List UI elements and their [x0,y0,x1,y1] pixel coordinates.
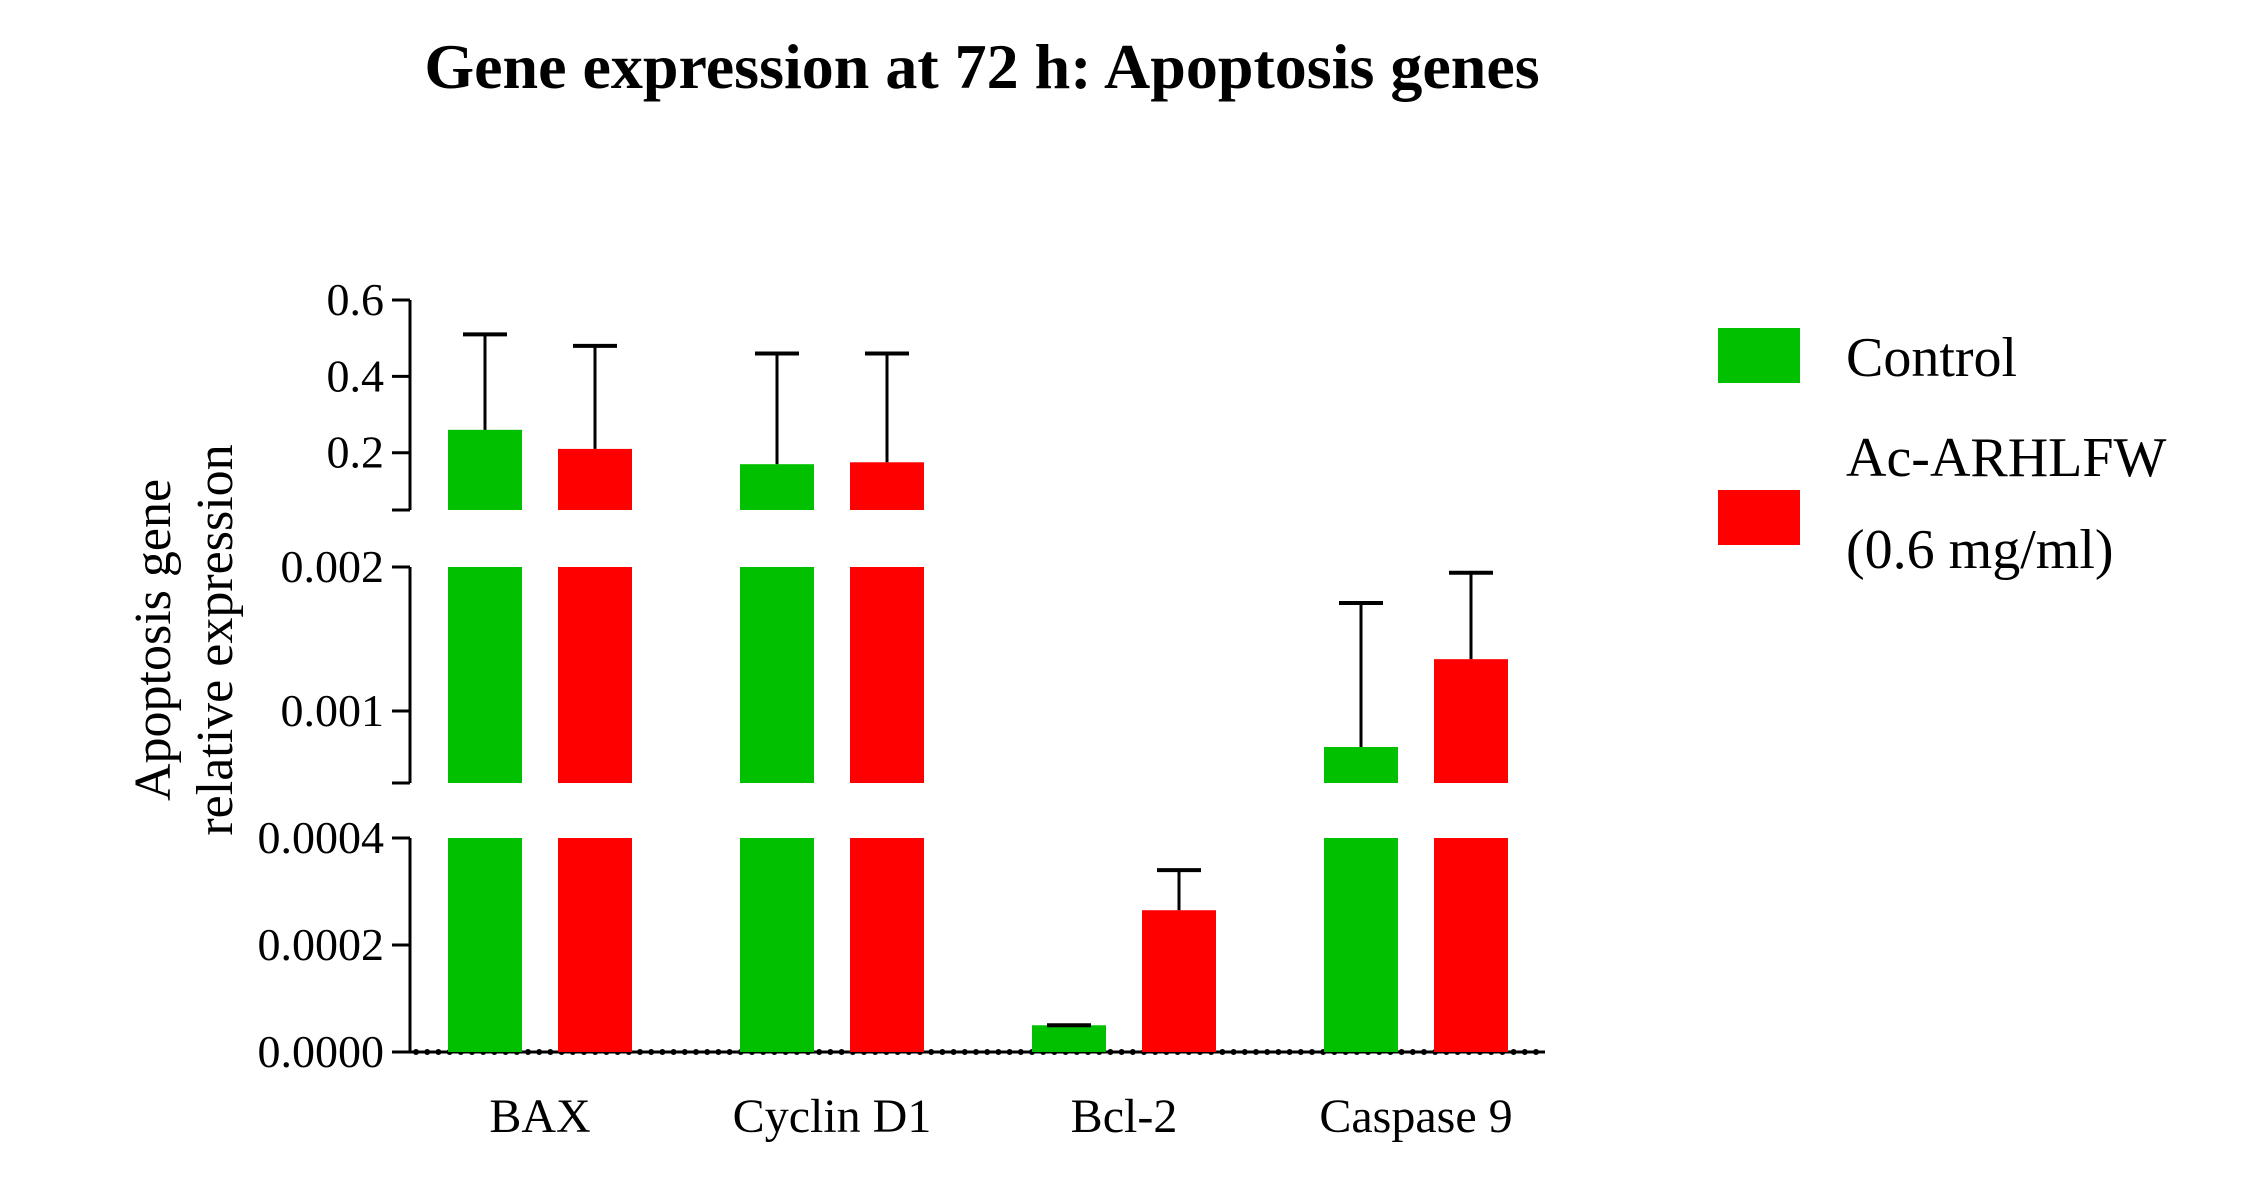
y-axis-label-line: Apoptosis gene [125,479,182,801]
x-axis-dot [1297,1049,1304,1055]
x-axis-dot [726,1049,733,1055]
bar-caspase-9-treatment [1434,838,1508,1052]
y-tick-label: 0.6 [327,274,385,325]
x-axis-dot [827,1049,834,1055]
x-axis-dot [413,1049,419,1055]
bar-bax-treatment [558,448,632,510]
y-tick-label: 0.001 [281,685,385,736]
bar-cyclin-d1-treatment [850,462,924,510]
x-axis-dot [1230,1049,1237,1055]
y-tick-label: 0.4 [327,350,385,401]
bar-cyclin-d1-control [740,464,814,510]
bar-cyclin-d1-treatment [850,838,924,1052]
x-axis-dot [961,1049,968,1055]
x-axis-dot [1521,1049,1528,1055]
x-axis-dot [1409,1049,1416,1055]
x-axis-dot [1421,1049,1427,1055]
x-axis-dot [424,1049,431,1055]
y-axis-label: Apoptosis generelative expression [125,444,244,835]
chart-title: Gene expression at 72 h: Apoptosis genes [424,31,1539,102]
x-axis-dot [973,1049,979,1055]
x-axis-dot [648,1049,655,1055]
x-axis-dot [536,1049,543,1055]
bar-cyclin-d1-control [740,567,814,783]
x-axis-dot [525,1049,531,1055]
y-axis-label-line: relative expression [187,444,244,835]
x-axis-dot [547,1049,554,1055]
bar-bax-control [448,429,522,510]
y-tick-label: 0.2 [327,427,385,478]
legend-label-line: Ac-ARHLFW [1846,427,2167,489]
legend-label-line: (0.6 mg/ml) [1846,519,2114,581]
y-tick-label: 0.0002 [258,919,385,970]
x-axis-dot [693,1049,699,1055]
bar-bax-control [448,567,522,783]
legend-label: Ac-ARHLFW (0.6 mg/ml) [1846,427,2167,581]
y-tick-label: 0.0004 [258,812,385,863]
x-axis-dot [1286,1049,1293,1055]
x-axis-dot [1309,1049,1315,1055]
x-axis-dot [1107,1049,1114,1055]
x-axis-dot [1398,1049,1405,1055]
x-axis-dot [1275,1049,1282,1055]
bar-cyclin-d1-control [740,838,814,1052]
x-tick-label: BAX [489,1090,590,1143]
x-axis-dot [435,1049,442,1055]
bar-bax-treatment [558,838,632,1052]
y-tick-label: 0.002 [281,541,385,592]
x-axis-dot [838,1049,845,1055]
x-tick-label: Bcl-2 [1071,1090,1178,1143]
bar-bcl-2-treatment [1142,910,1216,1052]
x-axis-dot [1006,1049,1013,1055]
x-axis-dot [816,1049,823,1055]
x-axis-dot [1219,1049,1226,1055]
legend-label: Control [1846,327,2017,389]
x-axis-dot [1264,1049,1271,1055]
x-axis-dot [1533,1049,1539,1055]
legend-label-line: Control [1846,327,2017,389]
x-axis-dot [1241,1049,1248,1055]
legend-swatch [1718,328,1800,383]
bar-caspase-9-treatment [1434,659,1508,783]
x-axis-dot [939,1049,946,1055]
x-axis-dot [1017,1049,1024,1055]
x-axis-dot [984,1049,991,1055]
x-axis-dot [1118,1049,1125,1055]
x-axis-dot [704,1049,711,1055]
x-axis-dot [950,1049,957,1055]
x-axis-dot [659,1049,666,1055]
x-axis-dot [1510,1049,1517,1055]
bar-bax-control [448,838,522,1052]
bar-cyclin-d1-treatment [850,567,924,783]
y-tick-label: 0.0000 [258,1026,385,1077]
x-tick-label: Cyclin D1 [733,1090,932,1143]
x-axis-dot [1129,1049,1136,1055]
x-axis-dot [670,1049,677,1055]
x-axis-dot [637,1049,643,1055]
bar-bcl-2-control [1032,1025,1106,1052]
bar-caspase-9-control [1324,747,1398,783]
x-axis-dot [1253,1049,1259,1055]
bar-caspase-9-control [1324,838,1398,1052]
legend-swatch [1718,490,1800,545]
x-axis-dot [995,1049,1002,1055]
x-axis-dot [928,1049,935,1055]
bar-bax-treatment [558,567,632,783]
x-tick-label: Caspase 9 [1319,1090,1512,1143]
x-axis-dot [681,1049,688,1055]
x-axis-dot [715,1049,722,1055]
